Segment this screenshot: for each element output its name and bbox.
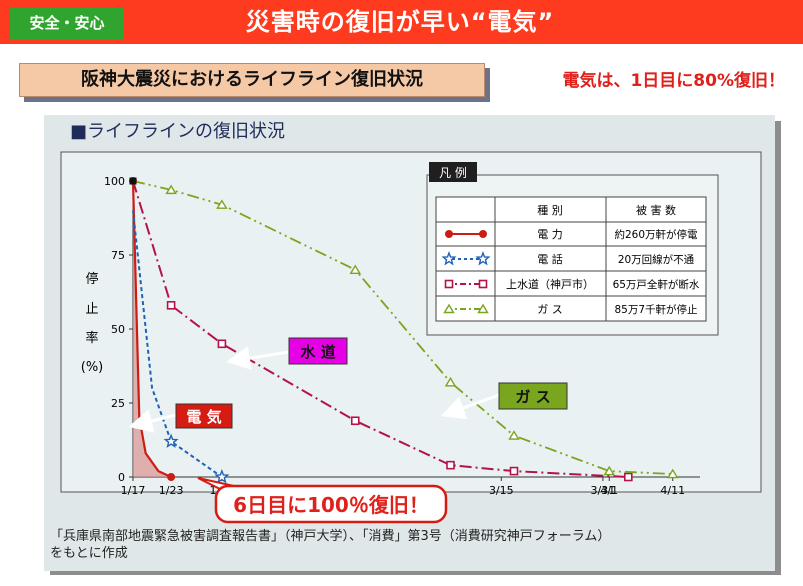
series-line-1	[131, 180, 172, 478]
callout-electricity: 電 気	[128, 403, 233, 433]
legend-series-damage: 約260万軒が停電	[614, 228, 698, 241]
caption-line-1: 「兵庫県南部地震緊急被害調査報告書」（神戸大学）、「消費」第3号（消費研究神戸フ…	[50, 529, 611, 544]
electricity-area	[133, 181, 172, 477]
legend-title-bg	[429, 162, 477, 182]
legend-marker	[441, 251, 457, 266]
legend-marker	[445, 230, 453, 238]
x-tick-label: 1/17	[121, 484, 146, 497]
water-label: 水 道	[300, 343, 335, 361]
legend-marker	[443, 303, 455, 314]
y-tick-label: 0	[118, 471, 125, 484]
series-layer	[129, 177, 679, 484]
legend-header-kind: 種 別	[537, 203, 563, 217]
data-point	[667, 468, 679, 479]
y-tick-label: 25	[111, 397, 125, 410]
y-axis-title-char: (%)	[81, 360, 104, 375]
electricity-label: 電 気	[186, 408, 221, 426]
legend-series-name: ガ ス	[537, 303, 563, 316]
legend-series-damage: 65万戸全軒が断水	[613, 278, 700, 291]
legend-header-damage: 被 害 数	[636, 203, 676, 217]
data-point	[444, 376, 457, 387]
recovery-text: 6日目に100％復旧！	[233, 493, 429, 517]
data-point	[446, 460, 455, 470]
legend-series-name: 電 話	[537, 252, 563, 266]
source-caption: 「兵庫県南部地震緊急被害調査報告書」（神戸大学）、「消費」第3号（消費研究神戸フ…	[50, 528, 750, 570]
page-title: 災害時の復旧が早い“電気”	[245, 8, 555, 36]
data-point	[214, 469, 230, 484]
y-tick-label: 100	[104, 175, 125, 188]
data-point	[349, 264, 361, 274]
legend-series-damage: 85万7千軒が停止	[614, 303, 697, 316]
legend-marker	[444, 279, 454, 289]
data-point	[166, 301, 176, 310]
data-point	[165, 184, 177, 195]
x-tick-label: 4/1	[600, 484, 618, 497]
callout-gas: ガ ス	[440, 382, 568, 420]
data-point	[216, 199, 228, 209]
data-point	[623, 472, 633, 482]
x-tick-label: 1/23	[159, 484, 184, 497]
legend-series-damage: 20万回線が不通	[618, 253, 695, 266]
legend-title: 凡 例	[439, 166, 467, 180]
category-badge: 安全・安心	[10, 7, 124, 39]
y-tick-label: 50	[111, 323, 125, 336]
data-point	[163, 433, 179, 448]
y-tick-label: 75	[111, 249, 125, 262]
data-point	[603, 465, 615, 476]
y-axis-title: 停止率 (%)	[81, 271, 104, 375]
y-axis-title-char: 率	[85, 330, 98, 346]
legend-marker	[477, 303, 489, 314]
data-point	[509, 466, 519, 476]
gas-label: ガ ス	[515, 388, 550, 406]
start-marker	[129, 177, 137, 185]
x-tick-label: 3/15	[489, 484, 514, 497]
data-point	[217, 339, 227, 349]
series-line-2	[132, 210, 223, 478]
legend-series-name: 電 力	[537, 228, 563, 241]
x-tick-label: 4/11	[660, 484, 685, 497]
series-line-4	[132, 180, 673, 475]
subtitle: 阪神大震災におけるライフライン復旧状況	[19, 63, 485, 97]
data-point	[167, 473, 176, 481]
y-axis-title-char: 停	[85, 271, 98, 287]
chart-title: ■ライフラインの復旧状況	[70, 121, 285, 142]
callout-water: 水 道	[226, 337, 348, 370]
x-tick-label: 3/31	[591, 484, 616, 497]
caption-line-2: をもとに作成	[50, 546, 128, 561]
highlight-text: 電気は、1日目に80%復旧！	[562, 71, 785, 91]
legend-marker	[479, 230, 487, 238]
y-axis-title-char: 止	[85, 302, 98, 317]
callout-recovery: 6日目に100％復旧！	[197, 477, 448, 524]
data-point	[350, 416, 360, 426]
header-bar: 安全・安心 災害時の復旧が早い“電気”	[0, 0, 803, 44]
data-point	[508, 430, 520, 440]
legend-series-name: 上水道（神戸市）	[506, 277, 594, 291]
legend-marker	[478, 279, 488, 289]
legend-marker	[475, 251, 491, 266]
